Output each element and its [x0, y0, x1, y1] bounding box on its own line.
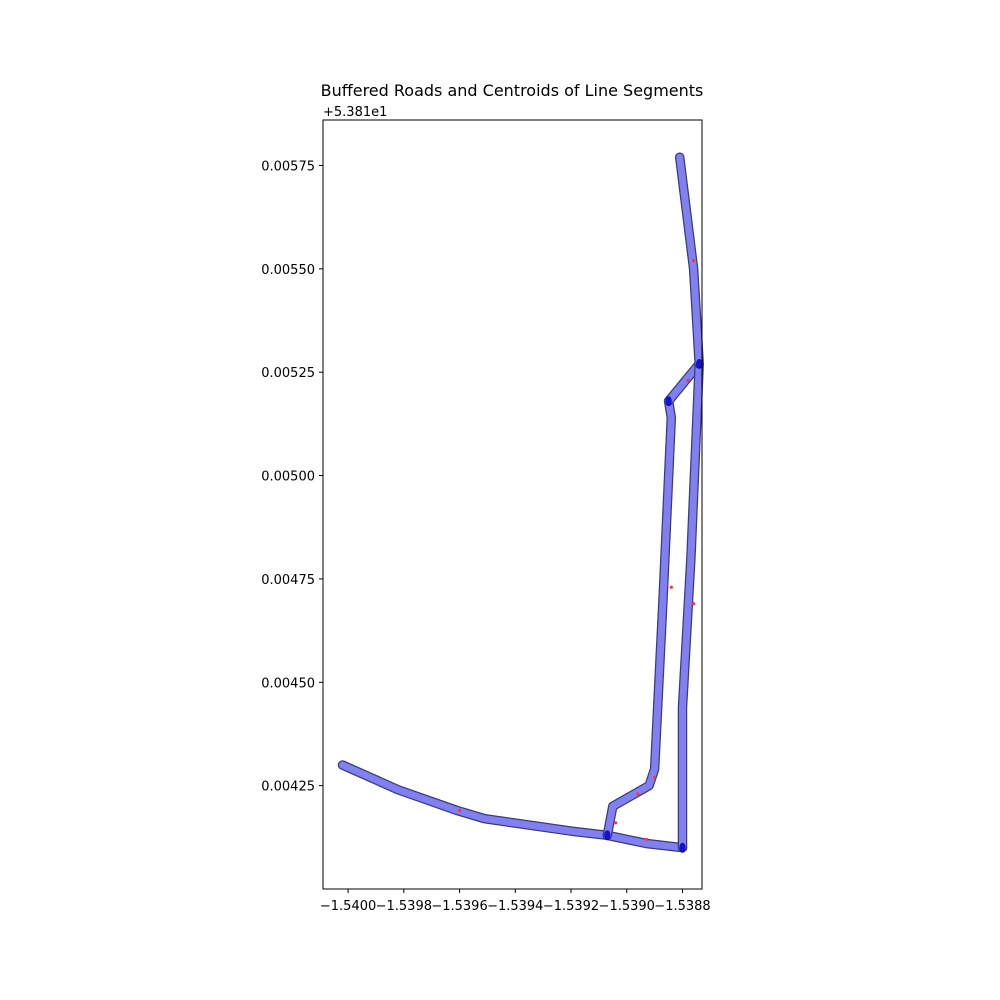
- road-buffer-6: [676, 153, 703, 368]
- x-tick-label: −1.5394: [487, 899, 543, 914]
- centroid-point-6: [669, 585, 673, 589]
- centroid-point-2: [644, 837, 648, 842]
- centroid-point-7: [686, 378, 690, 383]
- centroid-point-4: [636, 792, 640, 796]
- y-tick-label: 0.00425: [261, 780, 315, 795]
- x-tick-label: −1.5398: [376, 899, 432, 914]
- x-tick-label: −1.5390: [599, 899, 655, 914]
- road-node-1: [604, 830, 611, 841]
- chart-title: Buffered Roads and Centroids of Line Seg…: [321, 81, 704, 100]
- y-axis: 0.00425 0.00450 0.00475 0.00500 0.00525 0.005…: [261, 159, 323, 795]
- road-node-4: [696, 358, 703, 369]
- centroid-point-9: [692, 259, 696, 263]
- y-tick-label: 0.00575: [261, 159, 315, 174]
- road-buffer-5: [679, 360, 703, 852]
- centroid-point-3: [614, 821, 618, 825]
- x-tick-label: −1.5392: [543, 899, 599, 914]
- y-tick-label: 0.00525: [261, 366, 315, 381]
- x-tick-label: −1.5396: [431, 899, 487, 914]
- road-buffer-3: [603, 397, 675, 839]
- y-tick-label: 0.00550: [261, 263, 315, 278]
- road-node-2: [679, 842, 686, 853]
- plot-area: [337, 152, 704, 853]
- y-axis-offset-label: +5.381e1: [323, 105, 387, 120]
- road-buffer-outline-1: [337, 760, 613, 841]
- y-tick-label: 0.00500: [261, 470, 315, 485]
- x-axis: −1.5400 −1.5398 −1.5396 −1.5394 −1.5392 −1.53…: [320, 889, 711, 914]
- x-tick-label: −1.5400: [320, 899, 376, 914]
- road-node-3: [665, 396, 672, 407]
- axes-frame: [322, 119, 703, 890]
- segment-centroids: [458, 259, 696, 842]
- centroid-point-1: [458, 808, 462, 813]
- road-nodes: [604, 358, 703, 853]
- buffered-roads: [337, 152, 704, 853]
- y-tick-label: 0.00475: [261, 573, 315, 588]
- centroid-point-5: [653, 775, 657, 780]
- road-buffer-2: [603, 831, 686, 852]
- y-tick-label: 0.00450: [261, 676, 315, 691]
- x-tick-label: −1.5388: [654, 899, 710, 914]
- road-buffer-1: [339, 761, 611, 839]
- centroid-point-8: [692, 602, 696, 606]
- road-buffer-4: [665, 360, 703, 405]
